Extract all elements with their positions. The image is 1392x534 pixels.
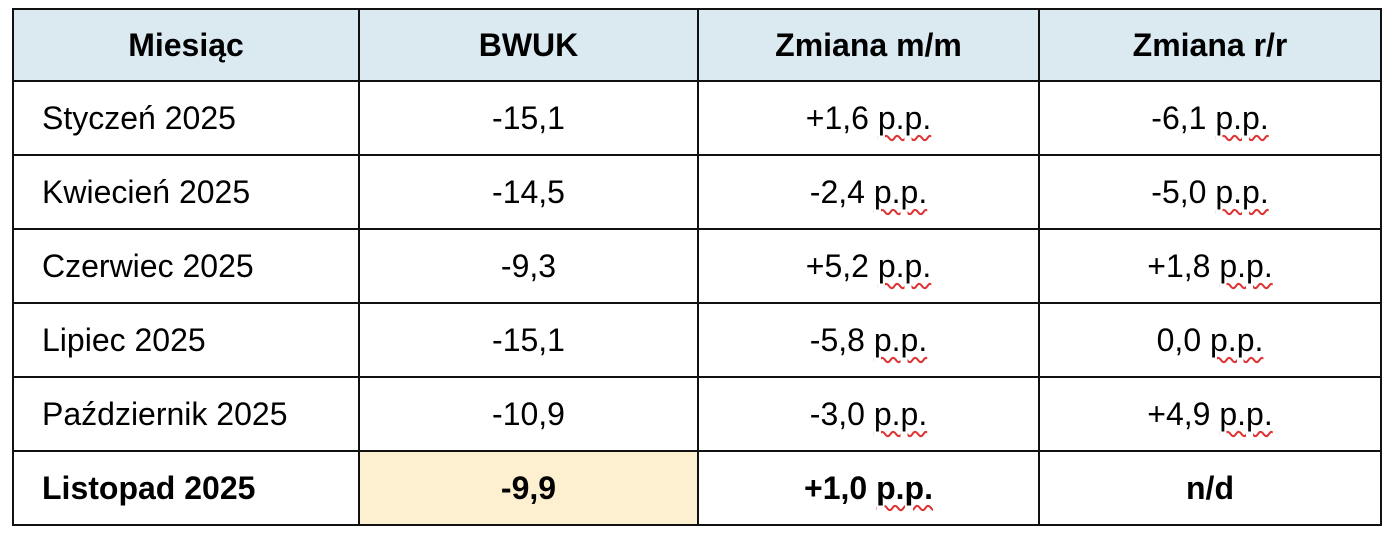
table-row: Kwiecień 2025 -14,5 -2,4 p.p. -5,0 p.p. xyxy=(12,154,1382,230)
value-cell: +1,8 p.p. xyxy=(1038,228,1382,304)
value-cell: +1,0 p.p. xyxy=(697,450,1040,526)
value-cell: -5,0 p.p. xyxy=(1038,154,1382,230)
value-cell: -2,4 p.p. xyxy=(697,154,1040,230)
header-cell: Zmiana m/m xyxy=(697,8,1040,82)
value-cell: -9,9 xyxy=(358,450,699,526)
value-cell: +1,6 p.p. xyxy=(697,80,1040,156)
value-cell: -5,8 p.p. xyxy=(697,302,1040,378)
table-row: Październik 2025 -10,9 -3,0 p.p. +4,9 p.p. xyxy=(12,376,1382,452)
month-cell: Kwiecień 2025 xyxy=(12,154,360,230)
month-cell: Czerwiec 2025 xyxy=(12,228,360,304)
value-cell: 0,0 p.p. xyxy=(1038,302,1382,378)
table-body: Styczeń 2025 -15,1 +1,6 p.p. -6,1 p.p. Kwiec… xyxy=(12,80,1382,526)
header-cell: BWUK xyxy=(358,8,699,82)
header-cell: Miesiąc xyxy=(12,8,360,82)
header-row: Miesiąc BWUK Zmiana m/m Zmiana r/r xyxy=(12,8,1382,82)
value-cell: -10,9 xyxy=(358,376,699,452)
value-cell: n/d xyxy=(1038,450,1382,526)
value-cell: +5,2 p.p. xyxy=(697,228,1040,304)
month-cell: Lipiec 2025 xyxy=(12,302,360,378)
value-cell: +4,9 p.p. xyxy=(1038,376,1382,452)
value-cell: -3,0 p.p. xyxy=(697,376,1040,452)
table-row: Listopad 2025 -9,9 +1,0 p.p. n/d xyxy=(12,450,1382,526)
table-row: Lipiec 2025 -15,1 -5,8 p.p. 0,0 p.p. xyxy=(12,302,1382,378)
value-cell: -9,3 xyxy=(358,228,699,304)
value-cell: -15,1 xyxy=(358,302,699,378)
month-cell: Styczeń 2025 xyxy=(12,80,360,156)
value-cell: -6,1 p.p. xyxy=(1038,80,1382,156)
table-row: Styczeń 2025 -15,1 +1,6 p.p. -6,1 p.p. xyxy=(12,80,1382,156)
month-cell: Październik 2025 xyxy=(12,376,360,452)
value-cell: -15,1 xyxy=(358,80,699,156)
month-cell: Listopad 2025 xyxy=(12,450,360,526)
header-cell: Zmiana r/r xyxy=(1038,8,1382,82)
value-cell: -14,5 xyxy=(358,154,699,230)
table-row: Czerwiec 2025 -9,3 +5,2 p.p. +1,8 p.p. xyxy=(12,228,1382,304)
data-table: Miesiąc BWUK Zmiana m/m Zmiana r/r Styczeń … xyxy=(12,8,1382,526)
